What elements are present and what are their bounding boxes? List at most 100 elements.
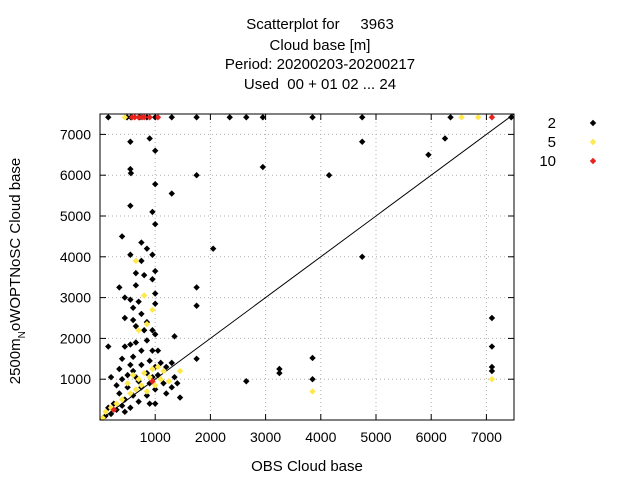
data-point-series-2 [209, 245, 217, 252]
data-point-series-2 [146, 400, 153, 407]
data-point-series-2 [168, 359, 175, 367]
data-point-series-5 [135, 376, 142, 383]
data-point-series-2 [226, 114, 233, 121]
data-point-series-2 [152, 331, 159, 338]
data-point-series-10 [140, 114, 148, 121]
data-point-series-2 [105, 114, 112, 121]
data-point-series-2 [138, 361, 145, 369]
x-axis-label: OBS Cloud base [251, 458, 363, 475]
data-point-series-10 [146, 114, 153, 121]
data-point-series-5 [157, 376, 164, 383]
data-point-series-10 [131, 114, 138, 121]
x-tick-label: 2000 [195, 429, 226, 445]
data-point-series-5 [143, 320, 151, 328]
legend-label-10: 10 [539, 153, 556, 170]
data-point-series-2 [488, 367, 496, 375]
data-point-series-2 [309, 114, 316, 121]
axis-ticks: 1000 2000 3000 4000 5000 6000 7000 1000 2000 3000… [60, 114, 514, 445]
data-point-series-5 [140, 369, 148, 377]
y-axis-label-rest: oWOPTNoSC Cloud base [7, 158, 24, 331]
data-point-series-2 [309, 354, 316, 362]
data-point-series-2 [135, 398, 142, 405]
data-point-series-2 [276, 369, 283, 377]
data-point-series-2 [193, 284, 200, 291]
data-point-series-2 [168, 384, 175, 391]
data-point-series-2 [143, 245, 151, 252]
data-point-series-10 [154, 114, 162, 121]
data-point-series-2 [146, 135, 153, 142]
data-point-series-5 [176, 367, 184, 375]
data-point-series-2 [152, 386, 159, 393]
data-point-series-2 [132, 282, 140, 289]
data-point-series-5 [135, 327, 142, 334]
data-point-series-2 [359, 253, 366, 260]
x-tick-label: 6000 [416, 429, 447, 445]
legend-label-5: 5 [548, 134, 556, 151]
data-point-series-5 [121, 114, 129, 121]
data-point-series-2 [157, 359, 164, 367]
data-point-series-2 [154, 347, 162, 354]
data-point-series-2 [508, 114, 515, 121]
data-point-series-2 [124, 371, 131, 379]
data-point-series-2 [174, 380, 181, 387]
data-point-series-5 [132, 257, 140, 265]
data-point-series-2 [127, 341, 134, 348]
data-point-series-2 [138, 257, 145, 265]
x-tick-label: 7000 [471, 429, 502, 445]
data-point-series-2 [124, 384, 131, 391]
data-point-series-5 [138, 382, 145, 389]
y-axis-label-main: 2500m [7, 338, 24, 384]
data-point-series-5 [132, 386, 140, 393]
data-point-series-2 [121, 343, 129, 350]
data-point-series-2 [168, 114, 175, 121]
data-point-series-2 [149, 251, 156, 258]
y-tick-label: 5000 [60, 208, 91, 224]
data-point-series-2 [488, 363, 496, 371]
data-point-series-2 [138, 347, 145, 354]
data-point-series-2 [325, 172, 333, 179]
x-tick-label: 1000 [140, 429, 171, 445]
data-point-series-2 [121, 294, 129, 301]
data-point-series-5 [488, 376, 496, 383]
data-point-series-2 [163, 390, 170, 397]
data-point-series-2 [193, 355, 200, 362]
data-point-series-5 [118, 396, 126, 403]
y-tick-label: 7000 [60, 126, 91, 142]
chart-title-line-3: Period: 20200203-20200217 [224, 56, 416, 73]
data-point-series-10 [110, 406, 117, 413]
y-tick-label: 4000 [60, 249, 91, 265]
data-point-series-2 [276, 365, 283, 373]
data-point-series-2 [359, 138, 366, 145]
y-axis-label-sub: N [17, 331, 28, 338]
data-point-series-2 [143, 337, 151, 344]
data-point-series-2 [152, 300, 159, 307]
data-point-series-5 [149, 306, 156, 314]
data-point-series-10 [149, 378, 156, 385]
data-point-series-2 [132, 339, 140, 346]
data-point-series-2 [107, 373, 115, 381]
data-point-series-2 [425, 151, 432, 158]
data-point-series-5 [152, 382, 159, 389]
data-point-series-2 [113, 382, 120, 389]
data-point-series-2 [118, 402, 126, 409]
data-point-series-2 [160, 380, 167, 387]
data-point-series-2 [168, 190, 175, 197]
data-point-series-2 [146, 357, 153, 365]
data-point-series-2 [259, 163, 267, 171]
data-point-series-2 [127, 296, 134, 303]
data-point-series-2 [116, 390, 123, 397]
data-point-series-2 [132, 269, 140, 277]
data-point-series-2 [127, 404, 134, 411]
data-point-series-2 [121, 408, 129, 416]
x-tick-label: 4000 [305, 429, 336, 445]
data-point-series-2 [143, 392, 151, 399]
diagonal-line [99, 113, 515, 421]
data-point-series-2 [488, 314, 496, 322]
legend-marker-10 [589, 157, 597, 165]
data-point-series-2 [129, 367, 137, 375]
data-point-series-2 [129, 316, 137, 324]
data-point-series-2 [127, 361, 134, 369]
data-point-series-5 [154, 363, 162, 371]
data-point-series-5 [129, 371, 137, 379]
data-point-series-2 [154, 371, 162, 379]
